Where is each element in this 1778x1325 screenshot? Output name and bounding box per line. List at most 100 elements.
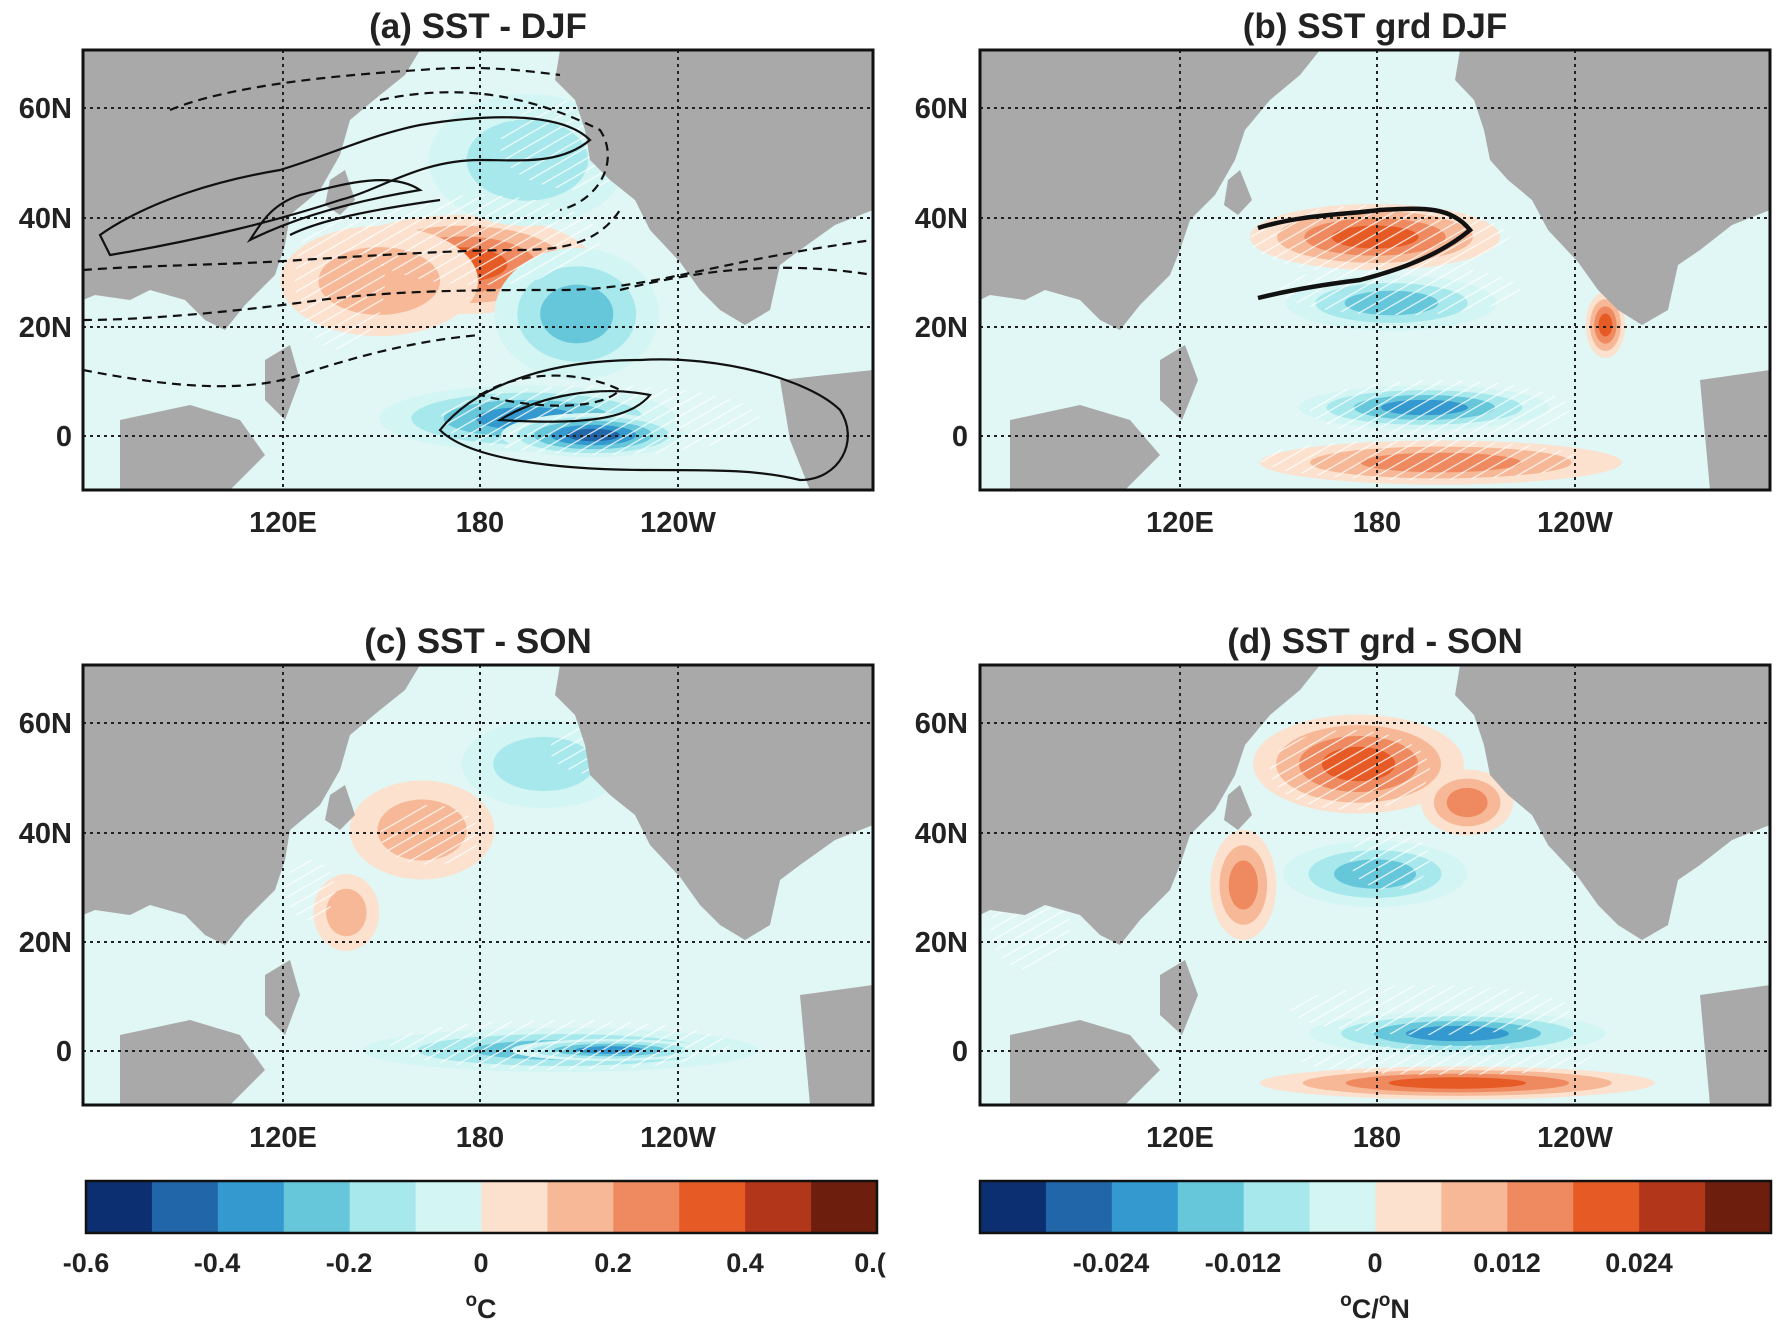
continents [980, 50, 1770, 490]
colorbar-swatch [1573, 1181, 1640, 1233]
map-area [980, 50, 1770, 490]
colorbar-tick-label: 0.( [854, 1248, 886, 1278]
lon-label: 120W [1537, 1122, 1613, 1154]
colorbar-swatch [613, 1181, 680, 1233]
map-frame [81, 48, 875, 492]
colorbar-ticks: -0.024 -0.012 0 0.012 0.024 [1073, 1248, 1673, 1278]
panel-title: (b) SST grd DJF [1243, 7, 1507, 46]
lat-label: 40N [915, 818, 968, 850]
lon-label: 180 [1353, 507, 1401, 539]
panel-title: (c) SST - SON [364, 622, 592, 661]
colorbar-sst: -0.6 -0.4 -0.2 0 0.2 0.4 0.( oC [63, 1179, 886, 1324]
contour-lines [98, 116, 849, 482]
front-outline [1257, 206, 1474, 301]
lat-label: 0 [56, 1036, 72, 1068]
colorbar-swatch [1705, 1181, 1772, 1233]
colorbar-unit: oC/oN [1340, 1290, 1410, 1324]
continents [980, 665, 1770, 1105]
map-area [83, 665, 873, 1105]
colorbar-swatch [481, 1181, 548, 1233]
warm-anomaly-contour [326, 888, 367, 937]
lon-label: 120W [1537, 507, 1613, 539]
panel-b: (b) SST grd DJF [915, 7, 1772, 539]
colorbar-swatch [547, 1181, 614, 1233]
panel-c: (c) SST - SON [19, 622, 875, 1154]
colorbar-tick-label: -0.024 [1073, 1248, 1150, 1278]
graticule [980, 50, 1770, 490]
colorbar-swatch [1309, 1181, 1376, 1233]
colorbar-tick-label: -0.2 [326, 1248, 373, 1278]
lat-label: 60N [915, 93, 968, 125]
colorbar-swatch [980, 1181, 1047, 1233]
map-area [83, 50, 873, 490]
colorbar-swatch [679, 1181, 746, 1233]
colorbar-swatch [1177, 1181, 1245, 1233]
colorbar-swatch [1045, 1181, 1113, 1233]
unit-superscript: o [465, 1290, 477, 1311]
lat-label: 40N [19, 818, 72, 850]
map-area [980, 665, 1770, 1105]
warm-anomaly-contour [1598, 313, 1613, 337]
significance-hatching [285, 725, 730, 1070]
panel-title: (a) SST - DJF [369, 7, 587, 46]
colorbar-swatch [151, 1181, 219, 1233]
warm-anomaly-contour [1388, 1077, 1526, 1089]
lon-labels: 120E 180 120W [249, 507, 716, 539]
lat-labels: 60N 40N 20N 0 [19, 93, 72, 453]
lat-labels: 60N 40N 20N 0 [19, 708, 72, 1068]
warm-anomaly-contour [1446, 787, 1488, 818]
unit-superscript: o [1379, 1290, 1391, 1311]
panel-title: (d) SST grd - SON [1227, 622, 1523, 661]
panel-a: (a) SST - DJF [19, 7, 875, 539]
warm-anomaly-contour [1228, 860, 1258, 910]
colorbar-tick-label: -0.6 [63, 1248, 110, 1278]
unit-text: C [477, 1294, 497, 1324]
lat-labels: 60N 40N 20N 0 [915, 708, 968, 1068]
lon-label: 180 [456, 507, 504, 539]
colorbar-gradient: -0.024 -0.012 0 0.012 0.024 oC/oN [978, 1179, 1773, 1324]
significance-hatching [1250, 205, 1580, 480]
continents [83, 50, 873, 490]
colorbar-swatches [86, 1181, 878, 1233]
lat-labels: 60N 40N 20N 0 [915, 93, 968, 453]
unit-text: C/ [1352, 1294, 1379, 1324]
colorbar-swatches [980, 1181, 1772, 1233]
colorbar-unit: oC [465, 1290, 496, 1324]
colorbar-frame [978, 1179, 1773, 1235]
unit-superscript: o [1340, 1290, 1352, 1311]
colorbar-swatch [1639, 1181, 1706, 1233]
colorbar-swatch [1375, 1181, 1442, 1233]
map-frame [978, 663, 1772, 1107]
map-frame [81, 663, 875, 1107]
panel-d: (d) SST grd - SON [915, 622, 1772, 1154]
lon-label: 120W [640, 507, 716, 539]
colorbar-tick-label: 0.4 [726, 1248, 764, 1278]
colorbar-tick-label: 0.024 [1605, 1248, 1673, 1278]
lon-label: 120E [249, 1122, 317, 1154]
colorbar-frame [84, 1179, 879, 1235]
lat-label: 20N [915, 312, 968, 344]
continents [83, 665, 873, 1105]
colorbar-swatch [1111, 1181, 1179, 1233]
lat-label: 20N [19, 312, 72, 344]
lon-label: 120W [640, 1122, 716, 1154]
unit-text: N [1390, 1294, 1410, 1324]
graticule [83, 665, 873, 1105]
colorbar-swatch [1243, 1181, 1311, 1233]
colorbar-tick-label: -0.012 [1205, 1248, 1282, 1278]
cold-anomaly-contour [540, 284, 614, 344]
lat-label: 0 [952, 421, 968, 453]
lat-label: 60N [19, 708, 72, 740]
lon-labels: 120E 180 120W [1146, 507, 1613, 539]
lat-label: 20N [915, 927, 968, 959]
colorbar-tick-label: 0 [1367, 1248, 1382, 1278]
colorbar-swatch [415, 1181, 482, 1233]
colorbar-swatch [283, 1181, 351, 1233]
colorbar-tick-label: 0 [473, 1248, 488, 1278]
colorbar-swatch [1507, 1181, 1574, 1233]
dashed-contours [83, 66, 873, 407]
lat-label: 20N [19, 927, 72, 959]
lat-label: 40N [19, 203, 72, 235]
colorbar-swatch [745, 1181, 812, 1233]
